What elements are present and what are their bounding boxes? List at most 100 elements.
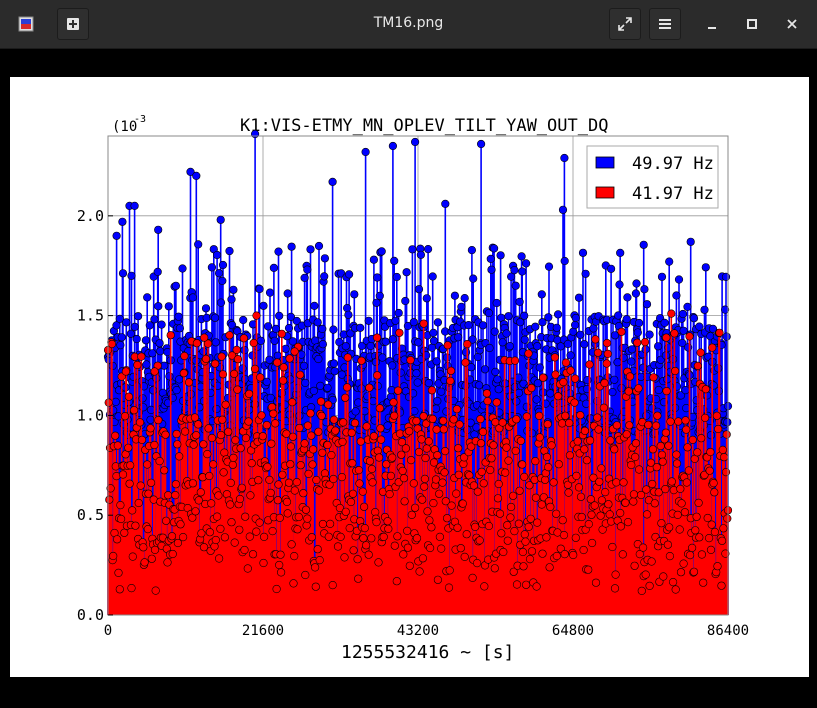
close-button[interactable] — [780, 12, 804, 36]
data-point — [621, 498, 630, 507]
data-point — [486, 254, 495, 263]
data-point — [269, 263, 279, 272]
data-point — [581, 269, 590, 278]
data-point — [433, 318, 443, 327]
data-point — [697, 550, 707, 559]
data-point — [601, 488, 610, 497]
data-point — [324, 532, 333, 541]
data-point — [359, 534, 368, 543]
data-point — [171, 491, 180, 500]
data-point — [252, 311, 261, 320]
data-point — [535, 363, 544, 372]
data-point — [343, 353, 352, 362]
data-point — [337, 473, 347, 482]
data-point — [367, 534, 376, 543]
data-point — [255, 284, 264, 294]
data-point — [398, 466, 407, 476]
data-point — [616, 522, 626, 531]
data-point — [452, 405, 462, 414]
data-point — [356, 437, 365, 446]
data-point — [130, 201, 139, 210]
data-point — [431, 475, 441, 484]
data-point — [409, 318, 418, 327]
data-point — [407, 510, 416, 520]
data-point — [695, 533, 704, 542]
data-point — [203, 450, 212, 459]
data-point — [589, 473, 598, 482]
series-red — [103, 309, 733, 615]
fullscreen-button[interactable] — [609, 8, 641, 40]
data-point — [403, 543, 413, 552]
data-point — [438, 478, 447, 487]
data-point — [327, 451, 336, 460]
data-point — [136, 481, 145, 490]
data-point — [282, 497, 292, 507]
data-point — [672, 459, 682, 468]
data-point — [660, 318, 669, 327]
data-point — [552, 323, 561, 332]
data-point — [680, 508, 690, 517]
data-point — [256, 373, 265, 382]
data-point — [420, 474, 430, 484]
data-point — [681, 386, 690, 395]
data-point — [385, 490, 394, 499]
data-point — [143, 293, 152, 302]
data-point — [189, 440, 198, 449]
data-point — [692, 512, 701, 521]
data-point — [320, 254, 330, 263]
data-point — [264, 322, 273, 331]
data-point — [150, 315, 159, 324]
minimize-button[interactable] — [700, 12, 724, 36]
data-point — [286, 312, 296, 321]
data-point — [563, 339, 573, 349]
menu-button[interactable] — [649, 8, 681, 40]
data-point — [668, 355, 678, 364]
data-point — [657, 272, 667, 281]
data-point — [473, 352, 482, 362]
data-point — [390, 411, 399, 420]
data-point — [306, 245, 315, 254]
data-point — [450, 291, 460, 300]
data-point — [417, 435, 426, 444]
data-point — [273, 496, 283, 505]
data-point — [599, 403, 609, 412]
plus-square-icon — [67, 18, 79, 30]
data-point — [139, 543, 148, 552]
data-point — [407, 456, 416, 465]
data-point — [372, 518, 381, 527]
data-point — [283, 509, 292, 518]
data-point — [565, 418, 574, 428]
data-point — [307, 431, 316, 440]
data-point — [132, 334, 141, 344]
data-point — [273, 358, 282, 367]
data-point — [422, 444, 431, 453]
data-point — [570, 374, 580, 383]
x-tick-label: 64800 — [552, 623, 594, 639]
data-point — [478, 321, 488, 330]
data-point — [278, 470, 287, 479]
data-point — [671, 585, 680, 594]
data-point — [682, 478, 691, 487]
data-point — [527, 547, 537, 556]
data-point — [524, 522, 533, 532]
data-point — [483, 397, 492, 406]
data-point — [547, 441, 556, 450]
data-point — [537, 290, 546, 299]
maximize-button[interactable] — [740, 12, 764, 36]
data-point — [652, 463, 661, 472]
data-point — [693, 448, 702, 457]
data-point — [392, 272, 401, 282]
data-point — [579, 545, 588, 555]
data-point — [270, 336, 279, 345]
data-point — [651, 421, 661, 430]
new-tab-button[interactable] — [57, 8, 89, 40]
data-point — [501, 468, 510, 477]
data-point — [232, 345, 241, 355]
data-point — [216, 430, 226, 440]
data-point — [226, 500, 235, 509]
data-point — [259, 301, 268, 310]
data-point — [566, 366, 575, 375]
data-point — [610, 584, 620, 593]
data-point — [246, 491, 255, 500]
data-point — [490, 244, 499, 253]
